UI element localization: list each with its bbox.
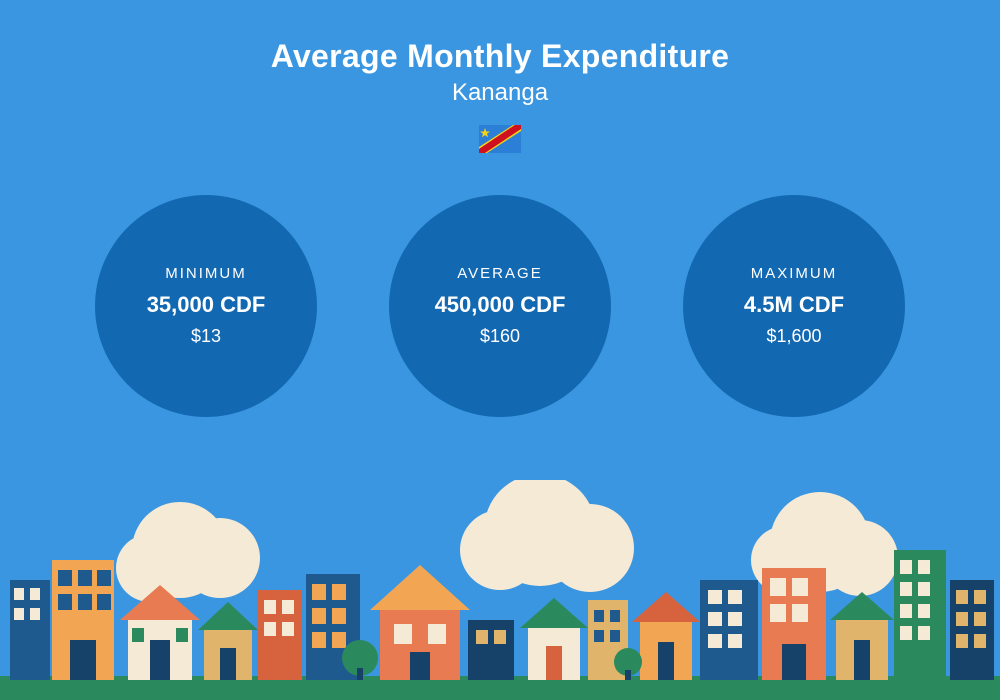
infographic-canvas: Average Monthly Expenditure Kananga MINI… — [0, 0, 1000, 700]
cityscape-illustration — [0, 480, 1000, 700]
stat-value: 450,000 CDF — [435, 292, 566, 318]
stat-value: 4.5M CDF — [744, 292, 844, 318]
stat-label: AVERAGE — [457, 265, 542, 282]
header: Average Monthly Expenditure Kananga — [0, 0, 1000, 153]
page-title: Average Monthly Expenditure — [0, 38, 1000, 75]
stat-circle-average: AVERAGE 450,000 CDF $160 — [389, 195, 611, 417]
stat-circle-minimum: MINIMUM 35,000 CDF $13 — [95, 195, 317, 417]
stat-value: 35,000 CDF — [147, 292, 266, 318]
stat-usd: $160 — [480, 326, 520, 347]
stat-circle-maximum: MAXIMUM 4.5M CDF $1,600 — [683, 195, 905, 417]
stat-circles-row: MINIMUM 35,000 CDF $13 AVERAGE 450,000 C… — [0, 195, 1000, 417]
stat-label: MAXIMUM — [751, 265, 838, 282]
stat-usd: $1,600 — [766, 326, 821, 347]
stat-label: MINIMUM — [165, 265, 247, 282]
stat-usd: $13 — [191, 326, 221, 347]
drc-flag-icon — [479, 125, 521, 153]
page-subtitle: Kananga — [0, 79, 1000, 107]
